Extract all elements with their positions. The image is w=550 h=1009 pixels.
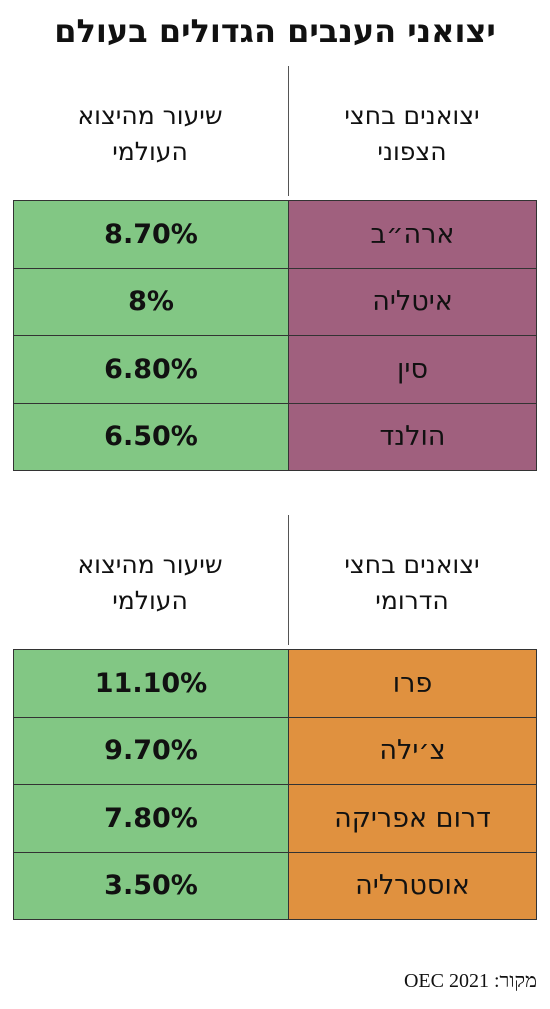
- share-cell: 6.80%: [13, 335, 289, 404]
- share-cell: 8.70%: [13, 200, 289, 269]
- source: מקור: OEC 2021: [403, 970, 537, 992]
- header-line: שיעור מהיצוא: [77, 550, 223, 579]
- country-cell: הולנד: [288, 402, 537, 471]
- header-line: יצואנים בחצי: [344, 550, 480, 579]
- share-cell: 3.50%: [13, 851, 289, 920]
- header-line: הצפוני: [377, 137, 447, 166]
- country-cell: צ׳ילה: [288, 716, 537, 785]
- header-line: העולמי: [112, 586, 188, 615]
- country-cell: איטליה: [288, 267, 537, 336]
- country-cell: סין: [288, 335, 537, 404]
- title: יצואני הענבים הגדולים בעולם: [54, 12, 496, 50]
- header-line: שיעור מהיצוא: [77, 101, 223, 130]
- share-cell: 7.80%: [13, 784, 289, 853]
- header-line: העולמי: [112, 137, 188, 166]
- header-line: הדרומי: [375, 586, 449, 615]
- country-cell: דרום אפריקה: [288, 784, 537, 853]
- country-cell: אוסטרליה: [288, 851, 537, 920]
- share-cell: 6.50%: [13, 402, 289, 471]
- country-cell: פרו: [288, 649, 537, 718]
- column-divider: [288, 515, 289, 645]
- share-cell: 8%: [13, 267, 289, 336]
- share-cell: 11.10%: [13, 649, 289, 718]
- column-divider: [288, 66, 289, 196]
- country-cell: ארה״ב: [288, 200, 537, 269]
- header-line: יצואנים בחצי: [344, 101, 480, 130]
- share-cell: 9.70%: [13, 716, 289, 785]
